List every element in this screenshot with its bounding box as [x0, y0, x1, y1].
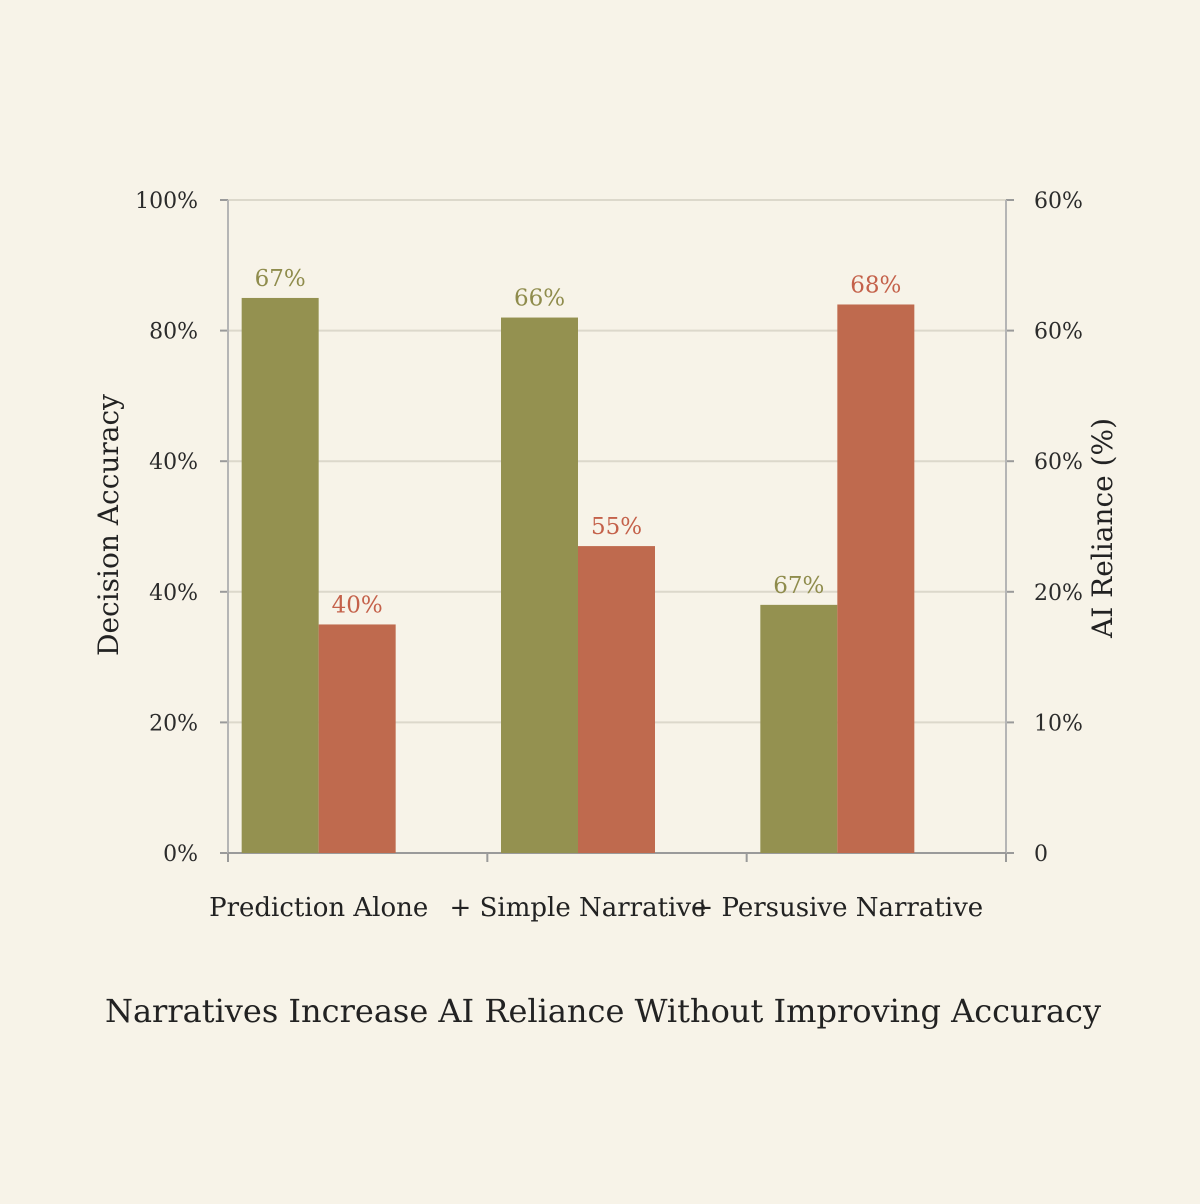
left-axis-tick-label: 100% — [135, 189, 198, 214]
bar — [318, 624, 396, 853]
right-axis-tick-label: 20% — [1034, 581, 1083, 606]
data-label: 68% — [850, 272, 901, 298]
right-axis-tick-label: 60% — [1034, 189, 1083, 214]
data-label: 67% — [255, 266, 306, 292]
category-label: Prediction Alone — [209, 893, 428, 923]
data-label: 67% — [773, 573, 824, 599]
y-axis-title-right: AI Reliance (%) — [1086, 418, 1119, 639]
bar — [760, 604, 838, 853]
data-label: 66% — [514, 286, 565, 312]
data-label: 40% — [332, 592, 383, 618]
left-axis-tick-label: 80% — [149, 320, 198, 345]
category-label: + Simple Narrative — [450, 893, 707, 923]
right-axis-tick-label: 10% — [1034, 711, 1083, 736]
y-axis-title-left: Decision Accuracy — [92, 394, 125, 656]
bar — [578, 546, 655, 853]
category-label: + Persusive Narrative — [691, 893, 983, 923]
left-axis-tick-label: 20% — [149, 711, 198, 736]
data-label: 55% — [591, 514, 642, 540]
bar — [501, 317, 578, 853]
right-axis-tick-label: 0 — [1034, 842, 1048, 867]
right-axis-tick-label: 60% — [1034, 450, 1083, 475]
left-axis-tick-label: 40% — [149, 450, 198, 475]
left-axis-tick-label: 40% — [149, 581, 198, 606]
bars — [241, 297, 915, 854]
bar — [837, 304, 915, 854]
right-axis-tick-label: 60% — [1034, 320, 1083, 345]
chart-title: Narratives Increase AI Reliance Without … — [105, 992, 1101, 1030]
axes: 0% 0 20% 10% 40% 20% 40% 60% 80% 60% 100% 60% — [135, 189, 1083, 867]
left-axis-tick-label: 0% — [163, 842, 198, 867]
labels: 67% 40% Prediction Alone 66% 55% + Simple Nar… — [209, 266, 983, 923]
bar — [241, 297, 319, 853]
